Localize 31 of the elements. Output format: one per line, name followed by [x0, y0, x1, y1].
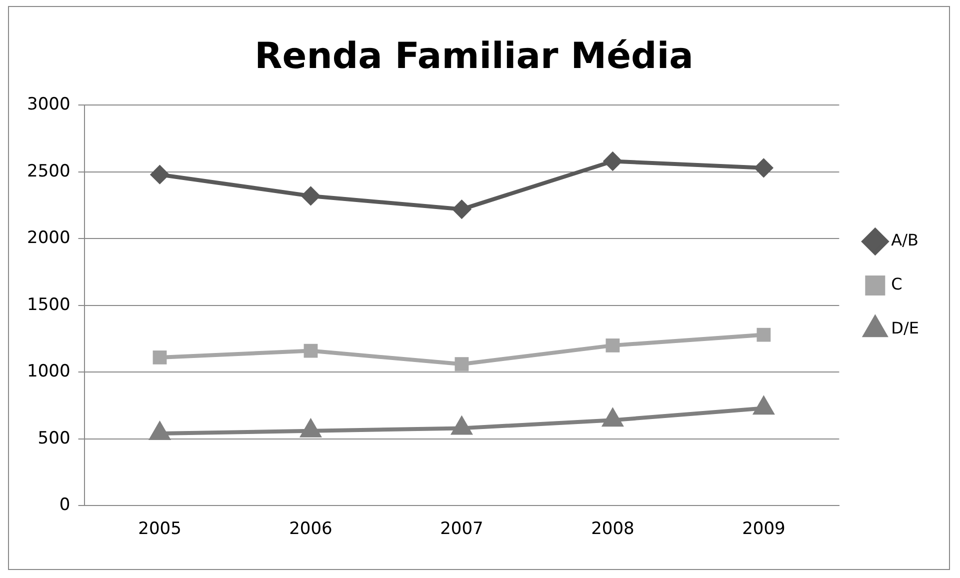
y-tick-label: 500 [38, 428, 70, 448]
point [756, 328, 771, 342]
legend-label: A/B [891, 230, 918, 250]
point [606, 338, 620, 352]
x-tick-label: 2009 [742, 519, 786, 540]
point [754, 158, 773, 177]
x-tick-label: 2006 [289, 519, 332, 540]
x-tick-label: 2008 [591, 519, 634, 540]
legend-label: C [891, 274, 902, 294]
point [302, 186, 320, 205]
point [452, 200, 471, 218]
point [604, 152, 622, 170]
chart-title: Renda Familiar Média [254, 36, 694, 77]
point [454, 357, 469, 372]
y-tick-label: 2000 [27, 228, 70, 248]
legend-label: D/E [891, 318, 920, 338]
point [304, 344, 318, 358]
y-tick-label: 1500 [27, 294, 70, 315]
x-tick-label: 2007 [440, 519, 484, 540]
point [602, 409, 622, 427]
point [754, 397, 774, 415]
x-tick-label: 2005 [138, 519, 182, 540]
point [150, 422, 170, 440]
point [300, 420, 321, 438]
y-tick-label: 0 [59, 495, 70, 516]
y-tick-label: 3000 [27, 94, 70, 115]
point [152, 350, 167, 364]
point [452, 417, 472, 435]
y-tick-label: 2500 [27, 161, 70, 182]
y-tick-label: 1000 [27, 362, 70, 382]
point [150, 166, 169, 184]
